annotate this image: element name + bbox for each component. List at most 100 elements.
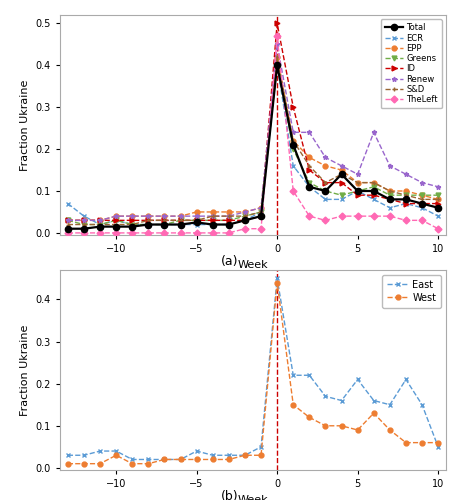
Greens xyxy=(242,213,247,219)
West xyxy=(242,452,247,458)
TheLeft xyxy=(386,213,392,219)
West xyxy=(386,427,392,433)
ECR xyxy=(178,222,183,228)
Greens xyxy=(290,146,296,152)
TheLeft xyxy=(178,230,183,236)
EPP xyxy=(242,209,247,215)
S&D xyxy=(242,213,247,219)
Greens xyxy=(194,218,199,224)
TheLeft xyxy=(97,230,103,236)
West xyxy=(97,460,103,466)
West xyxy=(274,280,279,285)
East xyxy=(242,452,247,458)
ID xyxy=(97,218,103,224)
X-axis label: Week: Week xyxy=(237,260,268,270)
Total xyxy=(354,188,360,194)
West xyxy=(210,456,215,462)
TheLeft xyxy=(129,230,135,236)
Renew xyxy=(258,205,263,211)
S&D xyxy=(370,180,375,186)
S&D xyxy=(113,222,119,228)
ID xyxy=(338,180,343,186)
ID xyxy=(81,218,87,224)
East xyxy=(65,452,71,458)
Renew xyxy=(194,213,199,219)
S&D xyxy=(65,222,71,228)
ID xyxy=(434,200,440,206)
Line: East: East xyxy=(65,276,440,462)
ID xyxy=(322,180,328,186)
Renew xyxy=(97,218,103,224)
ECR xyxy=(402,200,408,206)
Greens xyxy=(434,192,440,198)
Greens xyxy=(322,188,328,194)
Line: ID: ID xyxy=(65,21,440,223)
Greens xyxy=(113,218,119,224)
ECR xyxy=(258,209,263,215)
Renew xyxy=(370,130,375,136)
S&D xyxy=(129,222,135,228)
TheLeft xyxy=(322,218,328,224)
East xyxy=(81,452,87,458)
Total xyxy=(210,222,215,228)
West xyxy=(419,440,424,446)
S&D xyxy=(274,54,279,60)
EPP xyxy=(178,213,183,219)
Greens xyxy=(81,222,87,228)
TheLeft xyxy=(210,230,215,236)
Total xyxy=(97,224,103,230)
EPP xyxy=(434,196,440,202)
ID xyxy=(258,213,263,219)
ECR xyxy=(386,205,392,211)
ID xyxy=(354,192,360,198)
ECR xyxy=(194,222,199,228)
EPP xyxy=(338,167,343,173)
Renew xyxy=(113,213,119,219)
S&D xyxy=(338,171,343,177)
S&D xyxy=(306,163,312,169)
Greens xyxy=(402,192,408,198)
Greens xyxy=(386,192,392,198)
Renew xyxy=(129,213,135,219)
East xyxy=(146,456,151,462)
ECR xyxy=(210,222,215,228)
Renew xyxy=(81,218,87,224)
TheLeft xyxy=(306,213,312,219)
ID xyxy=(419,200,424,206)
Renew xyxy=(226,213,231,219)
ID xyxy=(113,218,119,224)
S&D xyxy=(81,222,87,228)
ID xyxy=(210,218,215,224)
TheLeft xyxy=(370,213,375,219)
Total xyxy=(258,213,263,219)
ECR xyxy=(129,222,135,228)
Legend: East, West: East, West xyxy=(381,275,440,308)
East xyxy=(113,448,119,454)
ECR xyxy=(370,196,375,202)
S&D xyxy=(386,188,392,194)
Line: Greens: Greens xyxy=(65,63,440,227)
EPP xyxy=(258,205,263,211)
TheLeft xyxy=(434,226,440,232)
EPP xyxy=(210,209,215,215)
Greens xyxy=(146,222,151,228)
Renew xyxy=(402,171,408,177)
Text: (a): (a) xyxy=(221,255,238,268)
EPP xyxy=(354,180,360,186)
Total xyxy=(194,220,199,226)
Legend: Total, ECR, EPP, Greens, ID, Renew, S&D, TheLeft: Total, ECR, EPP, Greens, ID, Renew, S&D,… xyxy=(380,19,441,108)
Greens xyxy=(129,222,135,228)
EPP xyxy=(274,54,279,60)
East xyxy=(178,456,183,462)
EPP xyxy=(386,188,392,194)
EPP xyxy=(146,213,151,219)
Total xyxy=(81,226,87,232)
ECR xyxy=(113,218,119,224)
Total xyxy=(178,222,183,228)
Line: Renew: Renew xyxy=(65,42,440,223)
S&D xyxy=(258,209,263,215)
Line: ECR: ECR xyxy=(65,63,440,227)
Renew xyxy=(322,154,328,160)
Total xyxy=(386,196,392,202)
Renew xyxy=(178,213,183,219)
